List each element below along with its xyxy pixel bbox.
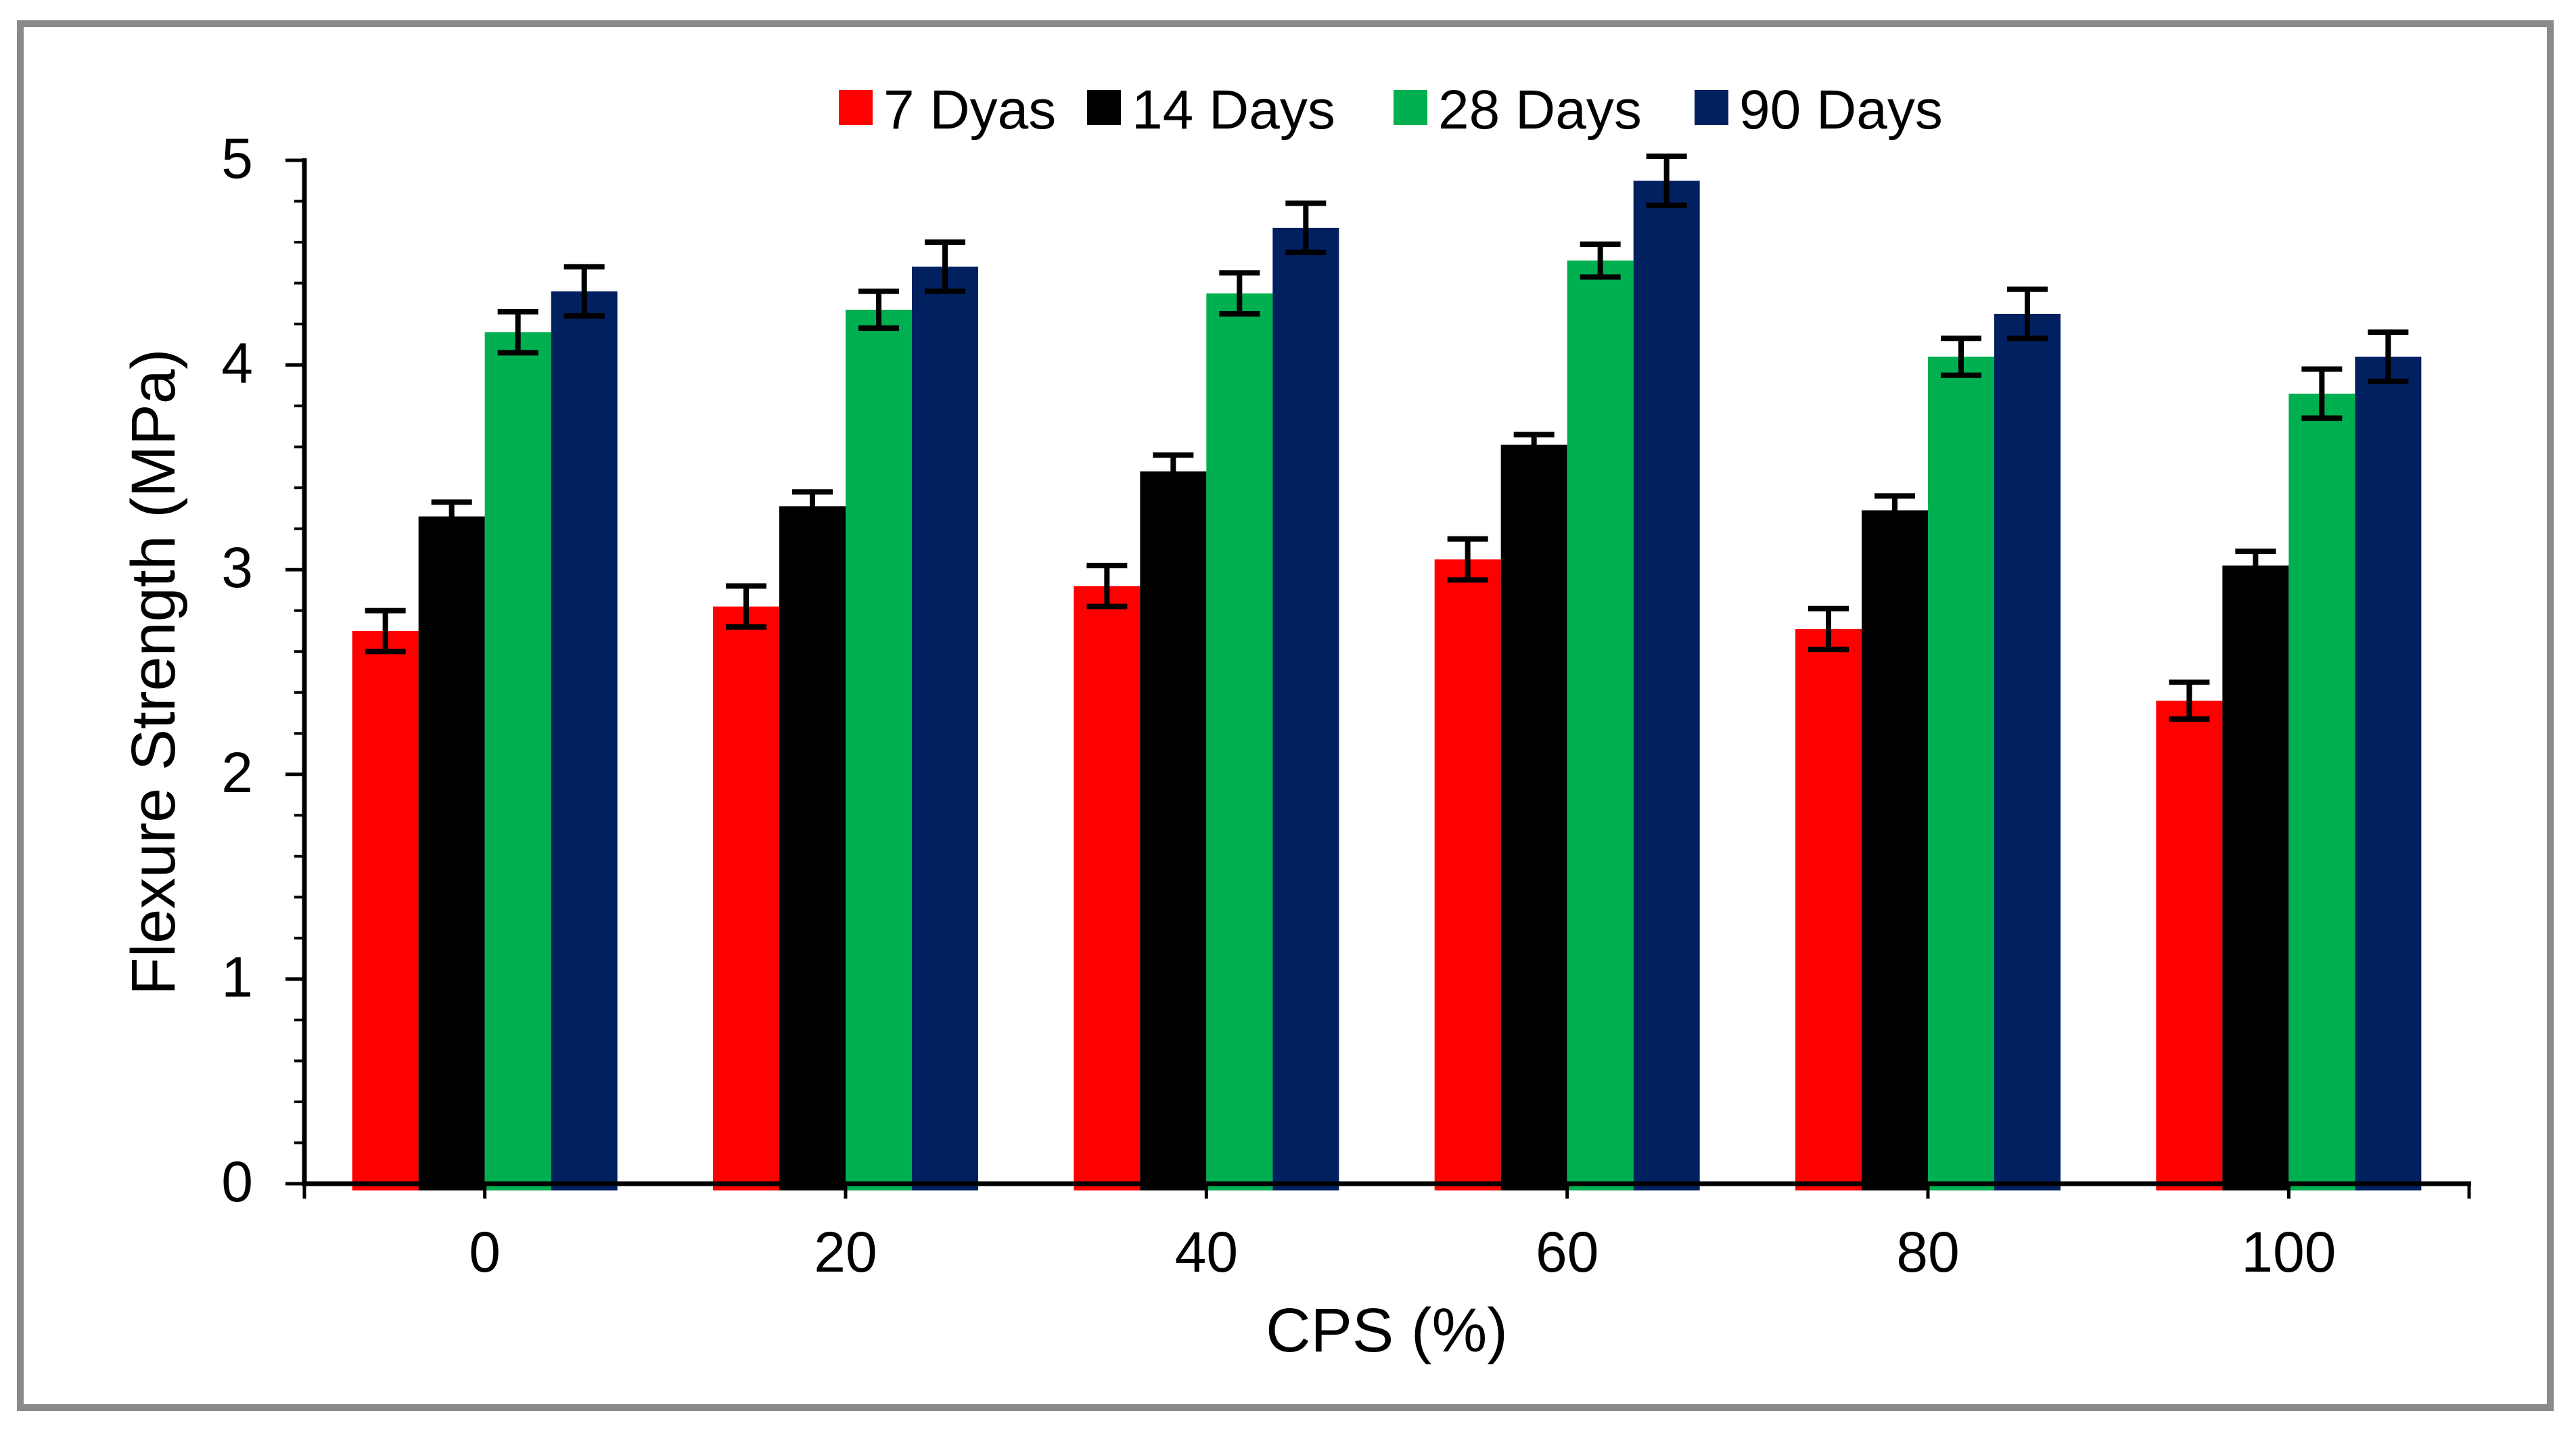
error-bar-7-dyas-cps20 [726, 583, 766, 630]
error-bar-90-days-cps20 [925, 239, 965, 294]
error-bar-90-days-cps60 [1646, 153, 1687, 208]
legend-swatch-28-days [1394, 90, 1427, 125]
bar-14-days-cps80 [1862, 510, 1928, 1190]
bar-7-dyas-cps80 [1795, 628, 1862, 1190]
error-bar-14-days-cps80 [1874, 493, 1915, 528]
bar-28-days-cps100 [2288, 393, 2355, 1190]
bar-90-days-cps80 [1994, 313, 2061, 1191]
error-bar-14-days-cps100 [2235, 548, 2276, 583]
bar-90-days-cps100 [2355, 356, 2422, 1190]
error-bar-14-days-cps0 [431, 499, 472, 534]
bar-28-days-cps40 [1206, 293, 1273, 1191]
error-bars-group [365, 153, 2409, 722]
error-bar-7-dyas-cps100 [2169, 679, 2210, 722]
legend-swatch-7-dyas [839, 90, 873, 125]
legend-item-28-days: 28 Days [1394, 79, 1642, 141]
y-tick-label-1: 1 [221, 945, 253, 1009]
bar-14-days-cps40 [1140, 471, 1207, 1190]
bar-7-dyas-cps100 [2156, 700, 2223, 1190]
error-bar-28-days-cps100 [2301, 366, 2343, 421]
error-bar-7-dyas-cps0 [365, 607, 406, 655]
error-bar-14-days-cps60 [1513, 432, 1555, 458]
legend: 7 Dyas 14 Days 28 Days 90 Days [839, 79, 1943, 141]
error-bar-14-days-cps40 [1153, 452, 1194, 491]
legend-item-14-days: 14 Days [1087, 79, 1335, 141]
bar-28-days-cps80 [1928, 356, 1994, 1190]
legend-label-7-dyas: 7 Dyas [883, 79, 1056, 141]
error-bar-28-days-cps20 [858, 288, 899, 331]
bar-14-days-cps20 [779, 506, 846, 1190]
legend-label-14-days: 14 Days [1132, 79, 1335, 141]
y-axis-title: Flexure Strength (MPa) [119, 348, 188, 995]
x-ticks-group [302, 1184, 2471, 1199]
bar-14-days-cps60 [1500, 444, 1567, 1190]
y-tick-label-2: 2 [221, 741, 253, 804]
x-tick-label-20: 20 [814, 1220, 877, 1284]
bar-28-days-cps60 [1567, 260, 1634, 1191]
error-bar-28-days-cps40 [1219, 270, 1260, 317]
error-bar-7-dyas-cps80 [1808, 605, 1849, 653]
error-bar-7-dyas-cps60 [1447, 536, 1488, 583]
bar-90-days-cps40 [1272, 227, 1339, 1190]
x-axis-title: CPS (%) [1266, 1296, 1508, 1365]
y-tick-label-4: 4 [221, 331, 253, 395]
y-tick-label-5: 5 [221, 126, 253, 190]
error-bar-90-days-cps100 [2368, 329, 2409, 384]
axes-group [302, 158, 2471, 1186]
bar-28-days-cps20 [846, 309, 912, 1191]
bar-90-days-cps60 [1633, 181, 1700, 1190]
bar-7-dyas-cps0 [352, 630, 419, 1190]
x-tick-label-60: 60 [1536, 1220, 1598, 1284]
y-tick-label-3: 3 [221, 536, 253, 599]
x-tick-label-100: 100 [2241, 1220, 2336, 1284]
error-bar-14-days-cps20 [792, 489, 833, 524]
bar-14-days-cps0 [418, 516, 485, 1190]
error-bar-28-days-cps60 [1580, 241, 1621, 280]
bar-14-days-cps100 [2222, 565, 2289, 1190]
bars-group [352, 181, 2422, 1191]
y-ticks-group [285, 158, 306, 1186]
legend-item-90-days: 90 Days [1695, 79, 1943, 141]
x-tick-label-40: 40 [1175, 1220, 1238, 1284]
legend-label-28-days: 28 Days [1438, 79, 1642, 141]
legend-swatch-14-days [1087, 90, 1121, 125]
error-bar-90-days-cps80 [2007, 286, 2048, 342]
x-tick-label-0: 0 [469, 1220, 501, 1284]
bar-90-days-cps0 [551, 291, 618, 1190]
legend-label-90-days: 90 Days [1739, 79, 1943, 141]
error-bar-7-dyas-cps40 [1086, 563, 1128, 609]
error-bar-90-days-cps0 [564, 264, 605, 319]
x-tick-label-80: 80 [1896, 1220, 1959, 1284]
bar-7-dyas-cps20 [713, 606, 779, 1190]
error-bar-90-days-cps40 [1285, 200, 1327, 256]
legend-swatch-90-days [1695, 90, 1728, 125]
bar-7-dyas-cps60 [1434, 559, 1501, 1190]
legend-item-7-dyas: 7 Dyas [839, 79, 1056, 141]
error-bar-28-days-cps80 [1941, 335, 1981, 378]
bar-7-dyas-cps40 [1074, 586, 1141, 1190]
error-bar-28-days-cps0 [497, 308, 538, 356]
y-tick-label-0: 0 [221, 1150, 253, 1213]
bar-28-days-cps0 [484, 332, 551, 1191]
bar-90-days-cps20 [912, 267, 978, 1190]
